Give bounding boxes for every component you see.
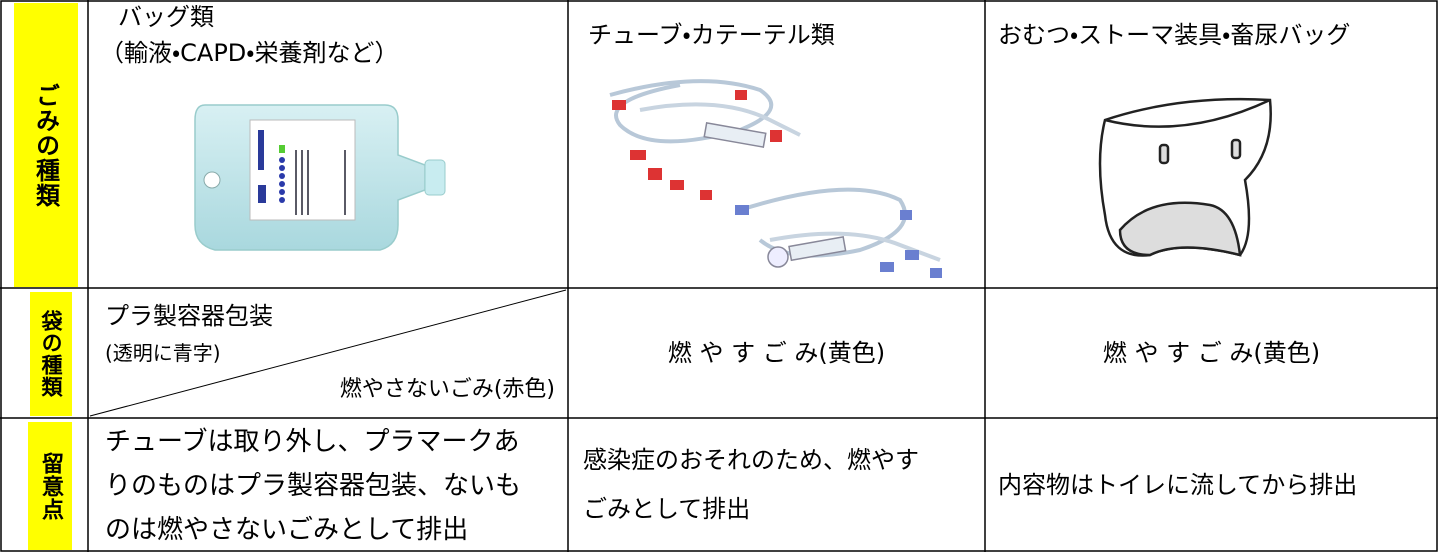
row-label-box: 袋の種類 <box>30 292 72 416</box>
row-label: 袋の種類 <box>39 310 63 398</box>
cell-text: 内容物はトイレに流してから排出 <box>998 471 1358 499</box>
cell-text: おむつ・ストーマ装具・畜尿バッグ <box>998 21 1351 49</box>
cell-text: プラ製容器包装 <box>105 302 273 330</box>
cell-text: りのものはプラ製容器包装、ないも <box>105 471 522 501</box>
iv-bag-illustration <box>194 104 446 251</box>
cell-text: バッグ類 <box>118 3 214 31</box>
cell-text: のは燃やさないごみとして排出 <box>105 515 469 545</box>
row-label-box: 留意点 <box>28 422 72 550</box>
row-label-box: ごみの種類 <box>14 3 78 287</box>
row-label: ごみの種類 <box>31 82 60 208</box>
cell-text: 燃 や す ご み(黄色) <box>667 339 886 367</box>
cell-text: (透明に青字) <box>105 341 221 365</box>
cell-text: 感染症のおそれのため、燃やす <box>583 446 919 474</box>
cell-text: チューブ・カテーテル類 <box>588 21 835 49</box>
cell-text: チューブは取り外し、プラマークあ <box>105 427 520 457</box>
diaper-illustration <box>1098 97 1272 257</box>
cell-text: 燃やさないごみ(赤色) <box>339 377 555 402</box>
cell-text: 燃 や す ご み(黄色) <box>1102 339 1321 367</box>
cell-text: ごみとして排出 <box>583 495 751 523</box>
tube-illustration <box>609 79 942 278</box>
cell-text: （輸液・CAPD・栄養剤など） <box>100 39 399 67</box>
row-label: 留意点 <box>38 451 63 521</box>
